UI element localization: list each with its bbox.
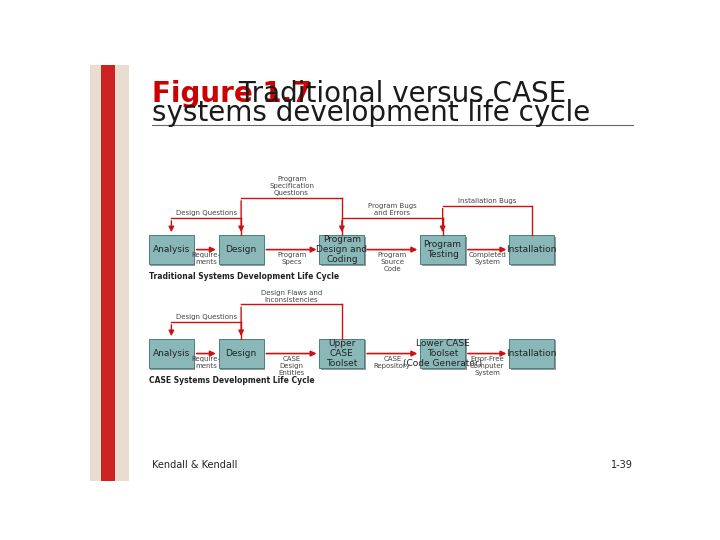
Text: Lower CASE
Toolset
(Code Generator): Lower CASE Toolset (Code Generator) — [403, 339, 482, 368]
Text: Installation: Installation — [507, 245, 557, 254]
Text: Program
Design and
Coding: Program Design and Coding — [316, 235, 367, 265]
FancyBboxPatch shape — [219, 339, 264, 368]
FancyBboxPatch shape — [321, 237, 366, 266]
Text: Require-
ments: Require- ments — [192, 356, 221, 369]
FancyBboxPatch shape — [220, 340, 265, 370]
Text: Completed
System: Completed System — [468, 252, 506, 265]
Text: Design Questions: Design Questions — [176, 211, 237, 217]
FancyBboxPatch shape — [510, 237, 556, 266]
Text: Error-Free
Computer
System: Error-Free Computer System — [470, 356, 505, 376]
FancyBboxPatch shape — [149, 339, 194, 368]
Text: Installation Bugs: Installation Bugs — [458, 198, 516, 204]
Text: Design Flaws and
Inconsistencies: Design Flaws and Inconsistencies — [261, 290, 322, 303]
Text: Traditional Systems Development Life Cycle: Traditional Systems Development Life Cyc… — [149, 272, 339, 281]
Text: Program
Source
Code: Program Source Code — [377, 252, 407, 272]
FancyBboxPatch shape — [509, 339, 554, 368]
Text: CASE
Repository: CASE Repository — [374, 356, 410, 369]
Text: Program
Testing: Program Testing — [423, 240, 462, 259]
FancyBboxPatch shape — [420, 339, 465, 368]
FancyBboxPatch shape — [320, 339, 364, 368]
Text: Traditional versus CASE: Traditional versus CASE — [230, 80, 566, 108]
Text: CASE Systems Development Life Cycle: CASE Systems Development Life Cycle — [149, 376, 315, 385]
Text: Figure 1.7: Figure 1.7 — [152, 80, 312, 108]
Text: Design Questions: Design Questions — [176, 314, 237, 320]
FancyBboxPatch shape — [149, 235, 194, 264]
FancyBboxPatch shape — [422, 340, 467, 370]
FancyBboxPatch shape — [219, 235, 264, 264]
Bar — [101, 65, 114, 481]
Text: Kendall & Kendall: Kendall & Kendall — [152, 460, 238, 470]
Text: Design: Design — [225, 245, 257, 254]
FancyBboxPatch shape — [420, 235, 465, 264]
Text: Program Bugs
and Errors: Program Bugs and Errors — [368, 204, 417, 217]
Text: Require-
ments: Require- ments — [192, 252, 221, 265]
Text: Program
Specs: Program Specs — [277, 252, 306, 265]
Text: Analysis: Analysis — [153, 245, 190, 254]
Text: Analysis: Analysis — [153, 349, 190, 358]
Text: Upper
CASE
Toolset: Upper CASE Toolset — [326, 339, 358, 368]
Bar — [90, 65, 129, 481]
FancyBboxPatch shape — [422, 237, 467, 266]
FancyBboxPatch shape — [150, 340, 195, 370]
Text: Installation: Installation — [507, 349, 557, 358]
FancyBboxPatch shape — [220, 237, 265, 266]
FancyBboxPatch shape — [321, 340, 366, 370]
FancyBboxPatch shape — [509, 235, 554, 264]
Text: Program
Specification
Questions: Program Specification Questions — [269, 177, 314, 197]
FancyBboxPatch shape — [150, 237, 195, 266]
Text: Design: Design — [225, 349, 257, 358]
Text: CASE
Design
Entities: CASE Design Entities — [279, 356, 305, 376]
FancyBboxPatch shape — [510, 340, 556, 370]
Text: systems development life cycle: systems development life cycle — [152, 99, 590, 127]
FancyBboxPatch shape — [320, 235, 364, 264]
Text: 1-39: 1-39 — [611, 460, 632, 470]
